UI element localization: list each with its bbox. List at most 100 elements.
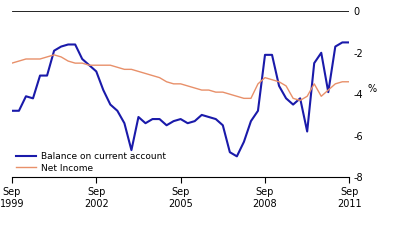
Net Income — [312, 82, 316, 85]
Net Income — [284, 85, 289, 87]
Net Income — [277, 80, 281, 83]
Net Income — [263, 76, 268, 79]
Balance on current account — [241, 141, 246, 143]
Balance on current account — [220, 124, 225, 127]
Balance on current account — [249, 120, 253, 123]
Net Income — [214, 91, 218, 94]
Balance on current account — [178, 118, 183, 120]
Balance on current account — [206, 116, 211, 118]
Net Income — [340, 80, 345, 83]
Net Income — [227, 93, 232, 96]
Net Income — [185, 85, 190, 87]
Net Income — [192, 87, 197, 89]
Balance on current account — [270, 54, 274, 56]
Balance on current account — [333, 45, 338, 48]
Net Income — [115, 66, 120, 69]
Net Income — [129, 68, 134, 71]
Balance on current account — [108, 103, 113, 106]
Balance on current account — [319, 52, 324, 54]
Net Income — [10, 62, 14, 64]
Net Income — [241, 97, 246, 100]
Net Income — [45, 56, 50, 58]
Balance on current account — [129, 149, 134, 151]
Balance on current account — [31, 97, 35, 100]
Balance on current account — [17, 109, 21, 112]
Balance on current account — [284, 97, 289, 100]
Balance on current account — [136, 116, 141, 118]
Net Income — [122, 68, 127, 71]
Net Income — [298, 99, 303, 102]
Net Income — [235, 95, 239, 98]
Balance on current account — [347, 41, 352, 44]
Line: Balance on current account: Balance on current account — [12, 42, 349, 156]
Net Income — [199, 89, 204, 91]
Net Income — [38, 58, 42, 60]
Net Income — [108, 64, 113, 67]
Balance on current account — [157, 118, 162, 120]
Balance on current account — [277, 85, 281, 87]
Net Income — [101, 64, 106, 67]
Balance on current account — [199, 114, 204, 116]
Net Income — [157, 76, 162, 79]
Balance on current account — [59, 45, 64, 48]
Net Income — [143, 72, 148, 75]
Net Income — [256, 82, 260, 85]
Balance on current account — [263, 54, 268, 56]
Net Income — [94, 64, 99, 67]
Balance on current account — [291, 103, 295, 106]
Net Income — [87, 64, 92, 67]
Balance on current account — [143, 122, 148, 125]
Balance on current account — [80, 58, 85, 60]
Net Income — [150, 74, 155, 77]
Net Income — [23, 58, 28, 60]
Balance on current account — [340, 41, 345, 44]
Y-axis label: %: % — [367, 84, 376, 94]
Net Income — [347, 80, 352, 83]
Net Income — [220, 91, 225, 94]
Net Income — [73, 62, 77, 64]
Net Income — [326, 89, 331, 91]
Net Income — [178, 82, 183, 85]
Legend: Balance on current account, Net Income: Balance on current account, Net Income — [16, 152, 166, 173]
Net Income — [59, 56, 64, 58]
Net Income — [249, 97, 253, 100]
Net Income — [333, 82, 338, 85]
Balance on current account — [45, 74, 50, 77]
Balance on current account — [227, 151, 232, 153]
Net Income — [206, 89, 211, 91]
Balance on current account — [214, 118, 218, 120]
Line: Net Income: Net Income — [12, 55, 349, 100]
Net Income — [171, 82, 176, 85]
Balance on current account — [164, 124, 169, 127]
Balance on current account — [66, 43, 71, 46]
Net Income — [291, 97, 295, 100]
Balance on current account — [101, 89, 106, 91]
Balance on current account — [256, 109, 260, 112]
Balance on current account — [122, 122, 127, 125]
Balance on current account — [171, 120, 176, 123]
Balance on current account — [94, 70, 99, 73]
Balance on current account — [150, 118, 155, 120]
Net Income — [305, 95, 310, 98]
Net Income — [164, 80, 169, 83]
Balance on current account — [305, 130, 310, 133]
Balance on current account — [298, 97, 303, 100]
Balance on current account — [115, 109, 120, 112]
Balance on current account — [185, 122, 190, 125]
Balance on current account — [10, 109, 14, 112]
Balance on current account — [52, 49, 56, 52]
Net Income — [319, 95, 324, 98]
Net Income — [80, 62, 85, 64]
Balance on current account — [73, 43, 77, 46]
Net Income — [31, 58, 35, 60]
Balance on current account — [312, 62, 316, 64]
Balance on current account — [326, 91, 331, 94]
Net Income — [66, 60, 71, 62]
Net Income — [136, 70, 141, 73]
Balance on current account — [23, 95, 28, 98]
Balance on current account — [87, 64, 92, 67]
Balance on current account — [38, 74, 42, 77]
Balance on current account — [235, 155, 239, 158]
Balance on current account — [192, 120, 197, 123]
Net Income — [17, 60, 21, 62]
